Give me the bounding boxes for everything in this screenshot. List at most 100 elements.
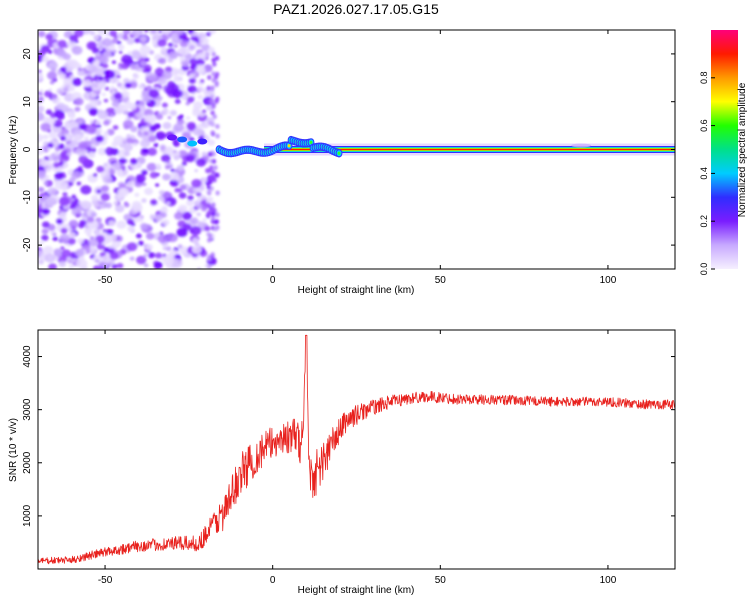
noise-blob [58,73,67,80]
noise-blob [186,121,197,130]
carrier-peak-line [264,148,675,151]
noise-blob [111,90,117,95]
colorbar-gradient [711,30,738,269]
noise-blob [215,212,220,218]
colorbar-tick-label: 0.0 [699,263,709,276]
noise-blob [143,131,149,136]
noise-blob [77,67,83,72]
noise-blob [207,46,215,53]
noise-blob [161,205,168,211]
transition-blob [187,140,198,147]
noise-blob [111,141,119,148]
noise-blob [185,154,196,163]
noise-blob [167,81,176,88]
noise-blob [164,66,173,73]
noise-blob [147,74,158,82]
noise-blob [185,116,191,121]
noise-blob [39,240,44,245]
noise-blob [80,172,85,176]
noise-blob [42,208,51,215]
noise-blob [43,181,48,186]
noise-blob [206,99,211,105]
noise-blob [105,228,114,236]
noise-blob [98,76,104,81]
noise-blob [132,142,138,147]
noise-blob [84,227,93,235]
noise-blob [95,217,102,223]
noise-blob [103,98,109,103]
noise-blob [189,45,195,50]
snr-y-tick-label: 2000 [22,451,33,474]
noise-blob [115,79,120,84]
noise-blob [41,234,49,241]
noise-blob [210,252,215,258]
noise-blob [179,40,189,48]
noise-blob [62,87,69,93]
noise-blob [212,114,217,120]
noise-blob [179,55,186,62]
noise-blob [50,67,57,73]
noise-blob [147,147,158,156]
noise-blob [76,117,85,125]
noise-blob [157,234,168,244]
snr-x-tick-label: 100 [600,575,617,586]
noise-blob [202,218,207,222]
noise-blob [66,110,76,118]
noise-blob [211,51,216,57]
noise-blob [215,225,220,231]
noise-blob [45,109,53,115]
noise-blob [195,158,207,167]
noise-blob [179,184,187,191]
noise-blob [60,246,65,251]
noise-blob [143,263,149,268]
noise-blob [127,51,132,55]
noise-blob [118,182,127,190]
noise-blob [109,30,118,37]
noise-blob [149,171,158,179]
noise-blob [204,263,210,268]
noise-blob [121,62,129,70]
noise-blob [62,163,69,169]
noise-blob [211,57,216,63]
noise-blob [129,256,135,261]
snr-x-tick-label: 0 [270,575,276,586]
noise-blob [104,69,116,79]
noise-blob [99,204,105,209]
noise-blob [126,38,135,45]
noise-blob [103,247,110,253]
noise-blob [47,142,54,149]
noise-blob [200,79,205,83]
noise-blob [158,190,165,196]
noise-blob [189,78,196,84]
noise-blob [38,133,44,143]
noise-blob [154,252,163,259]
noise-blob [175,177,180,181]
noise-blob [189,58,198,66]
noise-blob [173,155,180,161]
noise-blob [170,33,180,41]
noise-blob [197,86,205,93]
noise-blob [48,165,52,169]
noise-blob [187,30,194,34]
noise-blob [97,147,107,156]
noise-blob [104,31,111,37]
noise-blob [38,259,45,265]
noise-blob [65,134,71,139]
noise-blob [109,113,114,118]
noise-blob [71,194,76,199]
noise-blob [112,125,119,130]
noise-blob [69,34,79,42]
noise-blob [160,47,166,51]
noise-blob [56,102,66,111]
noise-blob [162,173,171,181]
spectrogram-x-tick-label: 100 [600,275,617,286]
noise-blob [206,184,211,190]
noise-blob [135,255,147,265]
noise-blob [82,79,92,88]
spectrogram-heatmap [38,30,675,269]
noise-blob [162,122,172,130]
noise-blob [162,219,170,226]
noise-blob [197,94,204,100]
noise-blob [41,228,49,235]
